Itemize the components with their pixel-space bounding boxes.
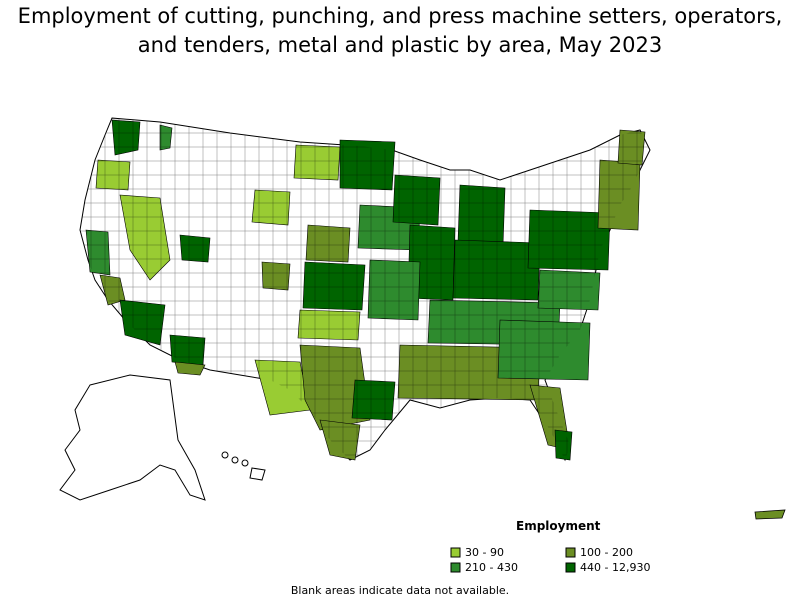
alaska-outline — [59, 374, 206, 501]
legend-title: Employment — [516, 519, 601, 533]
legend-swatch-30-90 — [450, 547, 461, 558]
area-boundaries — [80, 118, 650, 460]
legend-swatch-440-12930 — [565, 562, 576, 573]
title-line-1: Employment of cutting, punching, and pre… — [17, 4, 783, 28]
legend-swatch-100-200 — [565, 547, 576, 558]
map-title: Employment of cutting, punching, and pre… — [0, 2, 800, 60]
legend-label-100-200: 100 - 200 — [580, 546, 633, 559]
legend-label-30-90: 30 - 90 — [465, 546, 504, 559]
legend-label-440-12930: 440 - 12,930 — [580, 561, 651, 574]
hawaii-islands — [221, 451, 266, 481]
legend-swatch-210-430 — [450, 562, 461, 573]
legend-label-210-430: 210 - 430 — [465, 561, 518, 574]
puerto-rico — [754, 509, 786, 520]
data-availability-note: Blank areas indicate data not available. — [290, 584, 510, 597]
title-line-2: and tenders, metal and plastic by area, … — [137, 33, 663, 57]
